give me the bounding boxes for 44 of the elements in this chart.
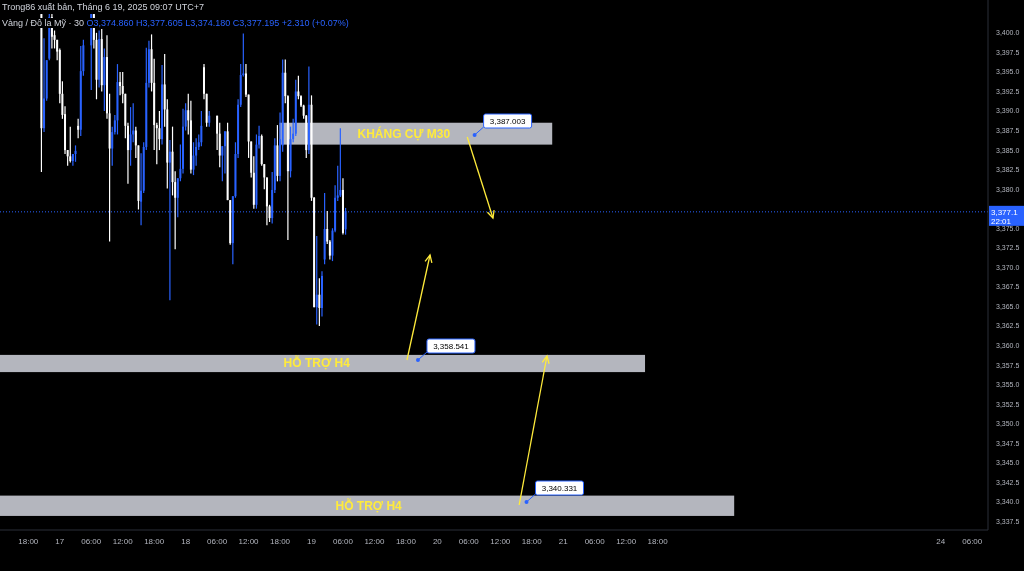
candlestick	[276, 124, 279, 182]
band-label: KHÁNG CỰ M30	[357, 125, 451, 141]
x-tick-label: 06:00	[81, 536, 102, 546]
annotation: Trong86 xuất bản, Tháng 6 19, 2025 09:07 UTC+7	[2, 2, 204, 12]
text: Vàng / Đô la Mỹ · 30	[2, 18, 85, 28]
x-tick-label: 12:00	[112, 536, 134, 546]
x-tick-label: 18:00	[18, 536, 39, 546]
candlestick	[221, 145, 224, 182]
ref-line-label: 3,377.1	[991, 207, 1019, 217]
x-tick-label: 06:00	[962, 536, 983, 546]
x-tick-label: 21	[558, 536, 569, 546]
x-tick-label: 20	[432, 536, 443, 546]
x-tick-label: 18:00	[521, 536, 543, 546]
x-tick-label: 12:00	[616, 536, 637, 546]
x-tick-label: 06:00	[584, 536, 606, 546]
band-label: HỖ TRỢ H4	[335, 497, 403, 513]
x-tick-label: 18	[181, 536, 191, 546]
x-tick-label: 24	[936, 536, 946, 546]
x-tick-label: 18:00	[270, 536, 291, 546]
x-tick-label: 19	[307, 536, 317, 546]
x-tick-label: 18:00	[647, 536, 669, 546]
band-label: HỖ TRỢ H4	[283, 355, 351, 371]
text: O3,374.860 H3,377.605 L3,374.180 C3,377.195 +2.310 (+0.07%)	[86, 18, 349, 28]
annotation: 3,387.003	[489, 117, 526, 126]
annotation: 3,358.541	[433, 342, 470, 351]
candlestick	[74, 144, 77, 163]
annotation: 3,340.331	[541, 484, 578, 493]
text: 22:01	[991, 216, 1012, 226]
candlestick	[200, 110, 203, 147]
x-tick-label: 18:00	[144, 536, 165, 546]
candlestick	[192, 141, 195, 176]
x-tick-label: 06:00	[207, 536, 228, 546]
x-tick-label: 06:00	[332, 536, 354, 546]
candlestick	[339, 127, 342, 198]
x-tick-label: 12:00	[490, 536, 511, 546]
x-tick-label: 12:00	[238, 536, 260, 546]
x-tick-label: 17	[55, 536, 65, 546]
candlestick	[129, 106, 132, 167]
x-tick-label: 06:00	[458, 536, 480, 546]
x-tick-label: 12:00	[364, 536, 385, 546]
candlestick	[69, 126, 72, 164]
candlestick	[77, 118, 80, 139]
candlestick	[116, 63, 119, 136]
x-tick-label: 18:00	[395, 536, 417, 546]
